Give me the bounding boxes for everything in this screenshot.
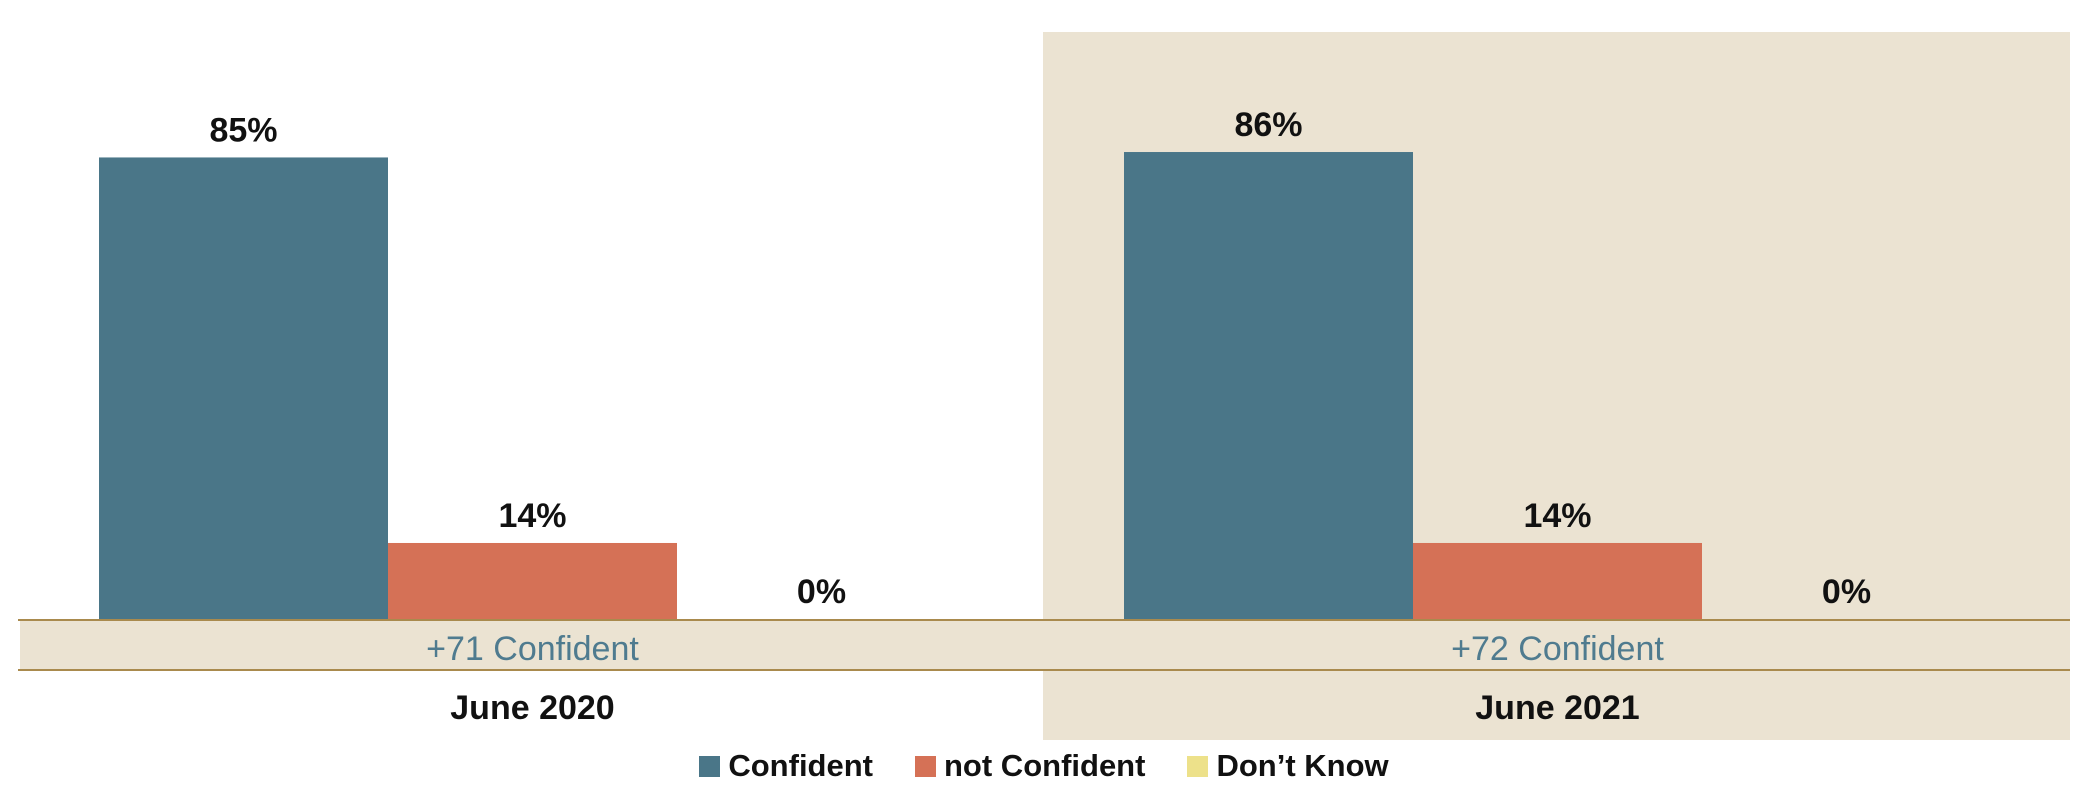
category-labels: June 2020 June 2021 [450, 689, 1639, 727]
net-labels: +71 Confident +72 Confident [426, 630, 1664, 668]
legend-swatch-not-confident [915, 755, 936, 777]
value-label-not-confident-june-2021: 14% [1523, 497, 1591, 535]
legend-item-confident: Confident [699, 748, 873, 784]
category-label-june-2020: June 2020 [450, 689, 614, 727]
net-label-june-2021: +72 Confident [1451, 630, 1664, 668]
bar-not-confident-june-2020 [388, 542, 677, 619]
bar-not-confident-june-2021 [1413, 542, 1702, 619]
legend-label-confident: Confident [728, 748, 873, 783]
legend-item-dont-know: Don’t Know [1187, 748, 1389, 784]
june-2020-net-band [20, 620, 1043, 670]
value-labels: 85% 14% 0% 86% 14% 0% [209, 106, 1871, 611]
legend-label-dont-know: Don’t Know [1216, 748, 1389, 783]
value-label-don-t-know-june-2020: 0% [797, 573, 846, 611]
legend-swatch-dont-know [1187, 755, 1209, 777]
value-label-not-confident-june-2020: 14% [498, 497, 566, 535]
legend-label-not-confident: not Confident [944, 748, 1146, 783]
value-label-don-t-know-june-2021: 0% [1822, 573, 1871, 611]
bar-confident-june-2021 [1124, 152, 1413, 619]
net-label-june-2020: +71 Confident [426, 630, 639, 668]
category-label-june-2021: June 2021 [1475, 689, 1639, 727]
legend-swatch-confident [699, 755, 721, 777]
value-label-confident-june-2021: 86% [1234, 106, 1302, 144]
bars [99, 152, 1702, 619]
bar-confident-june-2020 [99, 157, 388, 619]
value-label-confident-june-2020: 85% [209, 111, 277, 149]
legend: Confident not Confident Don’t Know [0, 748, 2088, 784]
legend-item-not-confident: not Confident [915, 748, 1145, 784]
bar-chart: 85% 14% 0% 86% 14% 0% +71 Confident +72 Confid… [18, 32, 2070, 740]
